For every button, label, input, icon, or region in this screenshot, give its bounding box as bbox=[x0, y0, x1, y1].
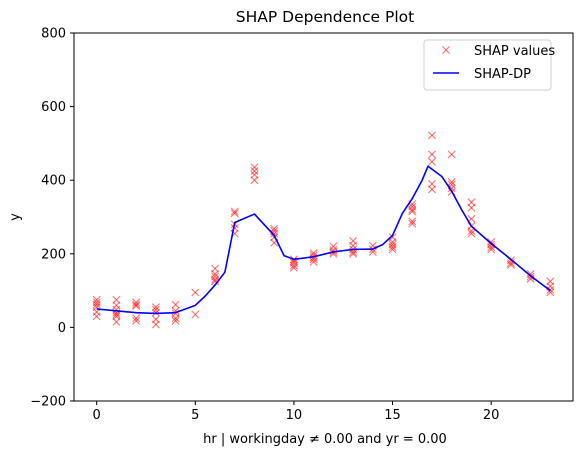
x-tick-label: 20 bbox=[483, 408, 500, 423]
legend-label-shap-dp: SHAP-DP bbox=[474, 67, 531, 82]
legend-label-shap-values: SHAP values bbox=[474, 44, 555, 59]
y-axis-title: y bbox=[8, 213, 23, 221]
legend-box bbox=[423, 39, 552, 91]
shap-value-point bbox=[408, 217, 417, 226]
shap-value-point bbox=[132, 316, 141, 325]
legend: SHAP values SHAP-DP bbox=[423, 39, 555, 91]
shap-value-point bbox=[487, 245, 496, 254]
ticks-layer: 0 5 10 15 20 −200 0 200 400 600 800 bbox=[30, 27, 499, 424]
shap-value-point bbox=[92, 312, 101, 321]
y-tick-label: 200 bbox=[41, 247, 66, 262]
shap-value-point bbox=[427, 157, 436, 166]
shap-value-point bbox=[427, 185, 436, 194]
shap-value-point bbox=[388, 245, 397, 254]
shap-value-point bbox=[191, 310, 200, 319]
shap-value-point bbox=[526, 274, 535, 283]
shap-value-point bbox=[309, 257, 318, 266]
shap-value-point bbox=[506, 260, 515, 269]
shap-value-point bbox=[92, 300, 101, 309]
shap-value-point bbox=[132, 298, 141, 307]
shap-value-point bbox=[447, 184, 456, 193]
y-tick-label: 800 bbox=[41, 27, 66, 42]
shap-value-point bbox=[408, 219, 417, 228]
shap-value-point bbox=[151, 305, 160, 314]
shap-value-point bbox=[447, 178, 456, 187]
shap-value-point bbox=[408, 207, 417, 216]
shap-value-point bbox=[171, 314, 180, 323]
shap-dp-line bbox=[96, 165, 551, 315]
shap-value-point bbox=[289, 263, 298, 272]
shap-value-point bbox=[349, 249, 358, 258]
plot-area bbox=[73, 32, 574, 402]
x-tick-label: 0 bbox=[93, 408, 101, 423]
shap-value-point bbox=[427, 131, 436, 140]
shap-value-point bbox=[191, 288, 200, 297]
shap-value-point bbox=[467, 203, 476, 212]
x-tick-label: 5 bbox=[191, 408, 199, 423]
shap-value-point bbox=[230, 209, 239, 218]
shap-value-point bbox=[132, 314, 141, 323]
axes-frame bbox=[73, 32, 574, 402]
shap-value-point bbox=[250, 163, 259, 172]
x-tick-label: 10 bbox=[286, 408, 303, 423]
legend-marker-shap-values bbox=[442, 46, 450, 54]
shap-value-point bbox=[112, 310, 121, 319]
y-tick-label: 400 bbox=[41, 174, 66, 189]
y-tick-label: 0 bbox=[58, 321, 66, 336]
y-tick-label: 600 bbox=[41, 100, 66, 115]
shap-value-point bbox=[546, 288, 555, 297]
shap-value-point bbox=[151, 320, 160, 329]
shap-value-point bbox=[250, 176, 259, 185]
shap-value-point bbox=[408, 205, 417, 214]
shap-value-point bbox=[427, 150, 436, 159]
x-tick-label: 15 bbox=[384, 408, 401, 423]
chart-title: SHAP Dependence Plot bbox=[236, 8, 414, 26]
shap-value-point bbox=[349, 241, 358, 250]
shap-value-point bbox=[211, 277, 220, 286]
shap-value-point bbox=[289, 261, 298, 270]
shap-value-point bbox=[171, 300, 180, 309]
shap-value-point bbox=[132, 300, 141, 309]
shap-value-point bbox=[112, 317, 121, 326]
shap-value-point bbox=[132, 302, 141, 311]
shap-value-point bbox=[447, 150, 456, 159]
shap-value-point bbox=[250, 167, 259, 175]
shap-value-point bbox=[467, 229, 476, 238]
x-axis-title: hr | workingday ≠ 0.00 and yr = 0.00 bbox=[203, 432, 447, 447]
shap-value-point bbox=[230, 207, 239, 216]
marks-layer bbox=[92, 131, 555, 329]
shap-value-point bbox=[388, 243, 397, 252]
shap-value-point bbox=[171, 316, 180, 325]
y-tick-label: −200 bbox=[30, 395, 66, 410]
shap-value-point bbox=[270, 229, 279, 238]
